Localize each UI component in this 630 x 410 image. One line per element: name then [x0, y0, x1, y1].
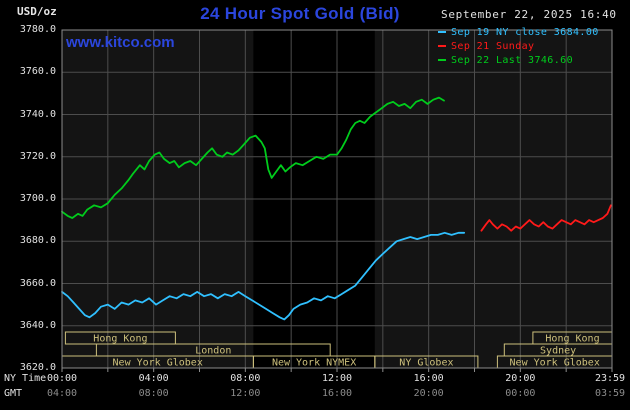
session-label: New York Globex — [510, 358, 600, 369]
line-marker-icon — [438, 59, 446, 61]
x-axis-tick-label-gmt: 12:00 — [230, 388, 261, 399]
y-axis-tick-label: 3760.0 — [19, 66, 56, 78]
y-axis-tick-label: 3680.0 — [19, 235, 56, 247]
legend-label: Sep 21 Sunday — [451, 40, 535, 52]
x-axis-tick-label-gmt: 03:59 — [594, 388, 626, 399]
x-axis-gmt: 04:00 08:00 12:00 16:00 20:00 00:00 03:59 — [0, 388, 630, 400]
x-axis-tick-label-gmt: 20:00 — [413, 388, 444, 399]
price-line-sep21-sunday — [480, 204, 612, 232]
line-marker-icon — [438, 45, 446, 47]
x-axis-ny-time: 00:00 04:00 08:00 12:00 16:00 20:00 23:59 — [0, 373, 630, 385]
legend-item-sep22: Sep 22 Last 3746.60 — [438, 53, 599, 67]
price-line-sep22-last — [61, 96, 445, 219]
legend-label: Sep 19 NY close 3684.00 — [451, 26, 599, 38]
x-axis-tick-label-gmt: 00:00 — [505, 388, 536, 399]
x-axis-tick-label-ny: 20:00 — [505, 373, 536, 384]
line-marker-icon — [438, 31, 446, 33]
kitco-watermark-link[interactable]: www.kitco.com — [66, 34, 175, 51]
ny-time-axis-label: NY Time — [4, 373, 47, 384]
session-label: Sydney — [540, 346, 576, 357]
session-label: New York Globex — [113, 358, 203, 369]
x-axis-tick-label-ny: 00:00 — [46, 373, 78, 384]
price-line-sep19-ny-close — [61, 231, 466, 321]
x-axis-tick-label-gmt: 16:00 — [321, 388, 353, 399]
y-axis-tick-label: 3640.0 — [19, 319, 56, 331]
datetime-label: September 22, 2025 16:40 — [441, 8, 617, 21]
session-label: NY Globex — [399, 358, 453, 369]
y-axis: 3780.0 3760.0 3740.0 3720.0 3700.0 3680.0 3660… — [0, 0, 57, 410]
x-axis-tick-label-gmt: 04:00 — [46, 388, 78, 399]
x-axis-tick-label-gmt: 08:00 — [138, 388, 169, 399]
y-axis-tick-label: 3720.0 — [19, 150, 56, 162]
units-label: USD/oz — [17, 5, 57, 18]
x-axis-tick-label-ny: 04:00 — [138, 373, 169, 384]
session-label: Hong Kong — [93, 334, 147, 345]
y-axis-tick-label: 3660.0 — [19, 277, 56, 289]
y-axis-tick-label: 3780.0 — [19, 24, 56, 35]
legend: Sep 19 NY close 3684.00 Sep 21 Sunday Se… — [438, 25, 599, 67]
y-axis-tick-label: 3700.0 — [19, 193, 56, 204]
session-label: London — [195, 346, 231, 357]
y-axis-tick-label: 3620.0 — [19, 362, 56, 373]
session-label: New York NYMEX — [272, 358, 356, 369]
y-axis-tick-label: 3740.0 — [19, 108, 56, 120]
x-axis-tick-label-ny: 12:00 — [321, 373, 353, 384]
legend-item-sep21: Sep 21 Sunday — [438, 39, 599, 53]
x-axis-tick-label-ny: 23:59 — [594, 373, 626, 384]
legend-label: Sep 22 Last 3746.60 — [451, 54, 573, 66]
chart-title: 24 Hour Spot Gold (Bid) — [200, 4, 400, 23]
gmt-axis-label: GMT — [4, 388, 23, 399]
session-label: Hong Kong — [545, 334, 599, 345]
legend-item-sep19: Sep 19 NY close 3684.00 — [438, 25, 599, 39]
x-axis-tick-label-ny: 08:00 — [230, 373, 261, 384]
x-axis-tick-label-ny: 16:00 — [413, 373, 444, 384]
